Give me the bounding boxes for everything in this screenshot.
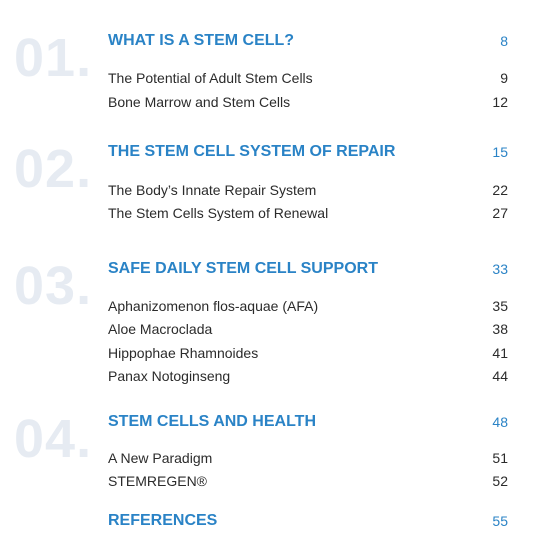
section-title-link[interactable]: SAFE DAILY STEM CELL SUPPORT bbox=[108, 260, 378, 277]
entry-label: Panax Notoginseng bbox=[108, 368, 231, 384]
entry-label: The Potential of Adult Stem Cells bbox=[108, 70, 313, 86]
section-number: 01. bbox=[14, 28, 93, 88]
entry-page-number: 9 bbox=[500, 70, 508, 86]
entry-page-number: 44 bbox=[492, 368, 508, 384]
entry-page-number: 35 bbox=[492, 298, 508, 314]
section-page-number: 8 bbox=[500, 33, 508, 49]
section-page-number: 33 bbox=[492, 261, 508, 277]
references-link[interactable]: REFERENCES bbox=[108, 512, 218, 529]
section-page-number: 15 bbox=[492, 144, 508, 160]
section-number: 03. bbox=[14, 256, 93, 316]
entry-label: Aloe Macroclada bbox=[108, 321, 213, 337]
references-page-number: 55 bbox=[492, 513, 508, 529]
section-title-link[interactable]: THE STEM CELL SYSTEM OF REPAIR bbox=[108, 143, 396, 160]
toc-entry[interactable]: Aphanizomenon flos-aquae (AFA) 35 bbox=[108, 296, 508, 316]
toc-entry[interactable]: STEMREGEN® 52 bbox=[108, 471, 508, 491]
entry-label: The Stem Cells System of Renewal bbox=[108, 205, 329, 221]
toc-entry[interactable]: Aloe Macroclada 38 bbox=[108, 319, 508, 339]
toc-entry[interactable]: A New Paradigm 51 bbox=[108, 448, 508, 468]
toc-entry[interactable]: The Body’s Innate Repair System 22 bbox=[108, 180, 508, 200]
section-number: 04. bbox=[14, 409, 93, 469]
entry-page-number: 52 bbox=[492, 473, 508, 489]
section-page-number: 48 bbox=[492, 414, 508, 430]
entry-page-number: 22 bbox=[492, 182, 508, 198]
toc-entry[interactable]: Bone Marrow and Stem Cells 12 bbox=[108, 92, 508, 112]
entry-page-number: 38 bbox=[492, 321, 508, 337]
entry-page-number: 51 bbox=[492, 450, 508, 466]
toc-entry[interactable]: The Potential of Adult Stem Cells 9 bbox=[108, 68, 508, 88]
entry-page-number: 12 bbox=[492, 94, 508, 110]
entry-label: Aphanizomenon flos-aquae (AFA) bbox=[108, 298, 319, 314]
toc-entry[interactable]: Panax Notoginseng 44 bbox=[108, 366, 508, 386]
entry-label: STEMREGEN® bbox=[108, 473, 207, 489]
entry-label: Bone Marrow and Stem Cells bbox=[108, 94, 291, 110]
entry-label: The Body’s Innate Repair System bbox=[108, 182, 317, 198]
section-number: 02. bbox=[14, 139, 93, 199]
section-title-link[interactable]: STEM CELLS AND HEALTH bbox=[108, 413, 316, 430]
entry-page-number: 27 bbox=[492, 205, 508, 221]
entry-label: A New Paradigm bbox=[108, 450, 213, 466]
entry-page-number: 41 bbox=[492, 345, 508, 361]
section-title-link[interactable]: WHAT IS A STEM CELL? bbox=[108, 32, 295, 49]
toc-entry[interactable]: The Stem Cells System of Renewal 27 bbox=[108, 203, 508, 223]
toc-entry[interactable]: Hippophae Rhamnoides 41 bbox=[108, 343, 508, 363]
entry-label: Hippophae Rhamnoides bbox=[108, 345, 259, 361]
